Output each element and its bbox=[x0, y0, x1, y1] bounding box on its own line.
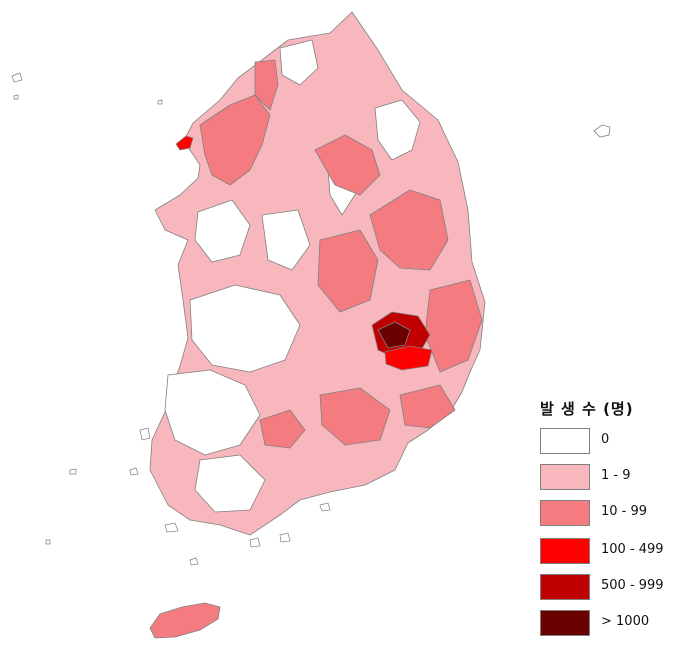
region-jeonnam-south bbox=[194, 454, 266, 513]
island bbox=[13, 94, 19, 100]
legend-item-0: 0 bbox=[540, 428, 675, 454]
island bbox=[45, 539, 51, 545]
legend-label: 0 bbox=[601, 432, 610, 447]
legend-label: > 1000 bbox=[601, 614, 650, 629]
legend-swatch bbox=[540, 574, 590, 600]
island bbox=[189, 557, 199, 566]
region-jeonbuk bbox=[189, 284, 301, 373]
region-gangwon-east bbox=[314, 134, 381, 196]
region-incheon-island bbox=[175, 135, 194, 151]
island bbox=[11, 72, 23, 83]
island bbox=[319, 502, 331, 512]
region-gyeongnam bbox=[319, 387, 391, 446]
legend-item-4: 500 - 999 bbox=[540, 574, 675, 600]
region-daegu-core bbox=[377, 321, 411, 349]
region-gyeongbuk-west bbox=[317, 229, 379, 313]
region-gangwon-north bbox=[279, 39, 319, 86]
legend-label: 100 - 499 bbox=[601, 542, 664, 557]
region-gyeongbuk-north bbox=[369, 189, 449, 271]
jeju-island bbox=[149, 602, 221, 639]
legend-item-5: > 1000 bbox=[540, 610, 675, 636]
region-chungnam bbox=[194, 199, 251, 263]
legend-item-3: 100 - 499 bbox=[540, 538, 675, 564]
legend-swatch bbox=[540, 538, 590, 564]
island bbox=[69, 468, 77, 475]
legend-label: 10 - 99 bbox=[601, 504, 648, 519]
legend-label: 1 - 9 bbox=[601, 468, 631, 483]
region-gyeonggi bbox=[199, 94, 271, 186]
islands-group bbox=[11, 72, 331, 566]
region-jeonnam bbox=[164, 369, 261, 456]
island bbox=[249, 537, 261, 548]
island bbox=[164, 522, 179, 533]
island bbox=[157, 99, 163, 105]
legend-title: 발 생 수 (명) bbox=[540, 400, 634, 418]
island bbox=[279, 532, 291, 543]
island bbox=[129, 467, 139, 476]
island bbox=[139, 427, 151, 441]
region-gyeongsan bbox=[384, 345, 433, 371]
mainland bbox=[149, 11, 486, 536]
region-north-gyeonggi bbox=[254, 59, 279, 111]
legend-swatch bbox=[540, 464, 590, 490]
legend-swatch bbox=[540, 500, 590, 526]
legend-swatch bbox=[540, 610, 590, 636]
region-gangwon-central bbox=[374, 99, 421, 161]
region-ulsan bbox=[399, 384, 456, 429]
region-chungbuk bbox=[261, 209, 311, 271]
legend-swatch bbox=[540, 428, 590, 454]
ulleungdo-island bbox=[593, 124, 611, 138]
legend-item-2: 10 - 99 bbox=[540, 500, 675, 526]
legend-item-1: 1 - 9 bbox=[540, 464, 675, 490]
region-gwangju-area bbox=[259, 409, 306, 449]
legend-label: 500 - 999 bbox=[601, 578, 664, 593]
